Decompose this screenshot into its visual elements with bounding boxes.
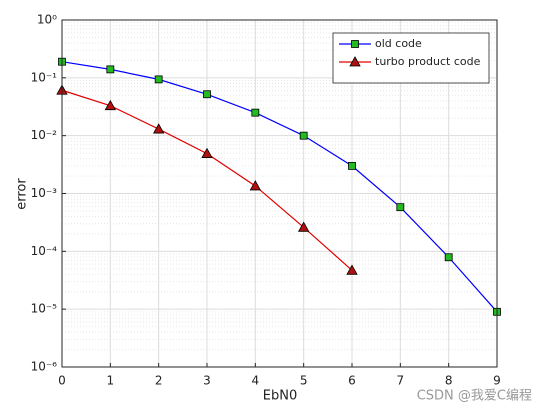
legend-box [332, 32, 490, 84]
legend: old code turbo product code [332, 32, 490, 84]
y-tick-label: 10⁻² [31, 128, 58, 142]
x-tick-label: 6 [348, 374, 356, 388]
x-tick-label: 3 [203, 374, 211, 388]
y-tick-label: 10⁻⁵ [31, 302, 58, 316]
marker [346, 264, 358, 275]
marker [299, 131, 308, 140]
x-tick-label: 5 [300, 374, 308, 388]
legend-marker [349, 56, 361, 67]
marker [348, 162, 356, 170]
marker [297, 221, 310, 232]
y-tick-label: 10⁻³ [31, 186, 58, 200]
marker [444, 253, 453, 262]
x-tick-label: 7 [397, 374, 405, 388]
x-tick-label: 2 [155, 374, 163, 388]
marker [203, 90, 211, 99]
marker [106, 65, 115, 74]
marker [152, 123, 165, 134]
marker [104, 99, 117, 111]
legend-label: old code [375, 37, 422, 50]
x-tick-label: 9 [493, 374, 501, 388]
marker [249, 180, 262, 191]
marker [154, 75, 163, 84]
axes-box [61, 19, 498, 368]
marker [251, 108, 260, 117]
y-tick-label: 10⁻⁴ [31, 244, 58, 258]
x-axis-label: EbN0 [263, 389, 297, 404]
x-tick-label: 4 [252, 374, 260, 388]
plot [56, 57, 501, 316]
x-tick-label: 0 [58, 374, 66, 388]
y-tick-label: 10⁻⁶ [31, 360, 58, 374]
x-tick-label: 1 [107, 374, 115, 388]
legend-label: turbo product code [375, 55, 481, 68]
legend-marker [351, 40, 359, 48]
marker [201, 147, 213, 158]
y-axis-label: error [15, 178, 30, 210]
watermark: CSDN @我爱C编程 [417, 389, 532, 404]
series-line [61, 61, 498, 313]
marker [396, 203, 405, 212]
y-tick-label: 10⁰ [37, 13, 57, 27]
y-tick-label: 10⁻¹ [31, 70, 58, 84]
x-tick-label: 8 [445, 374, 453, 388]
